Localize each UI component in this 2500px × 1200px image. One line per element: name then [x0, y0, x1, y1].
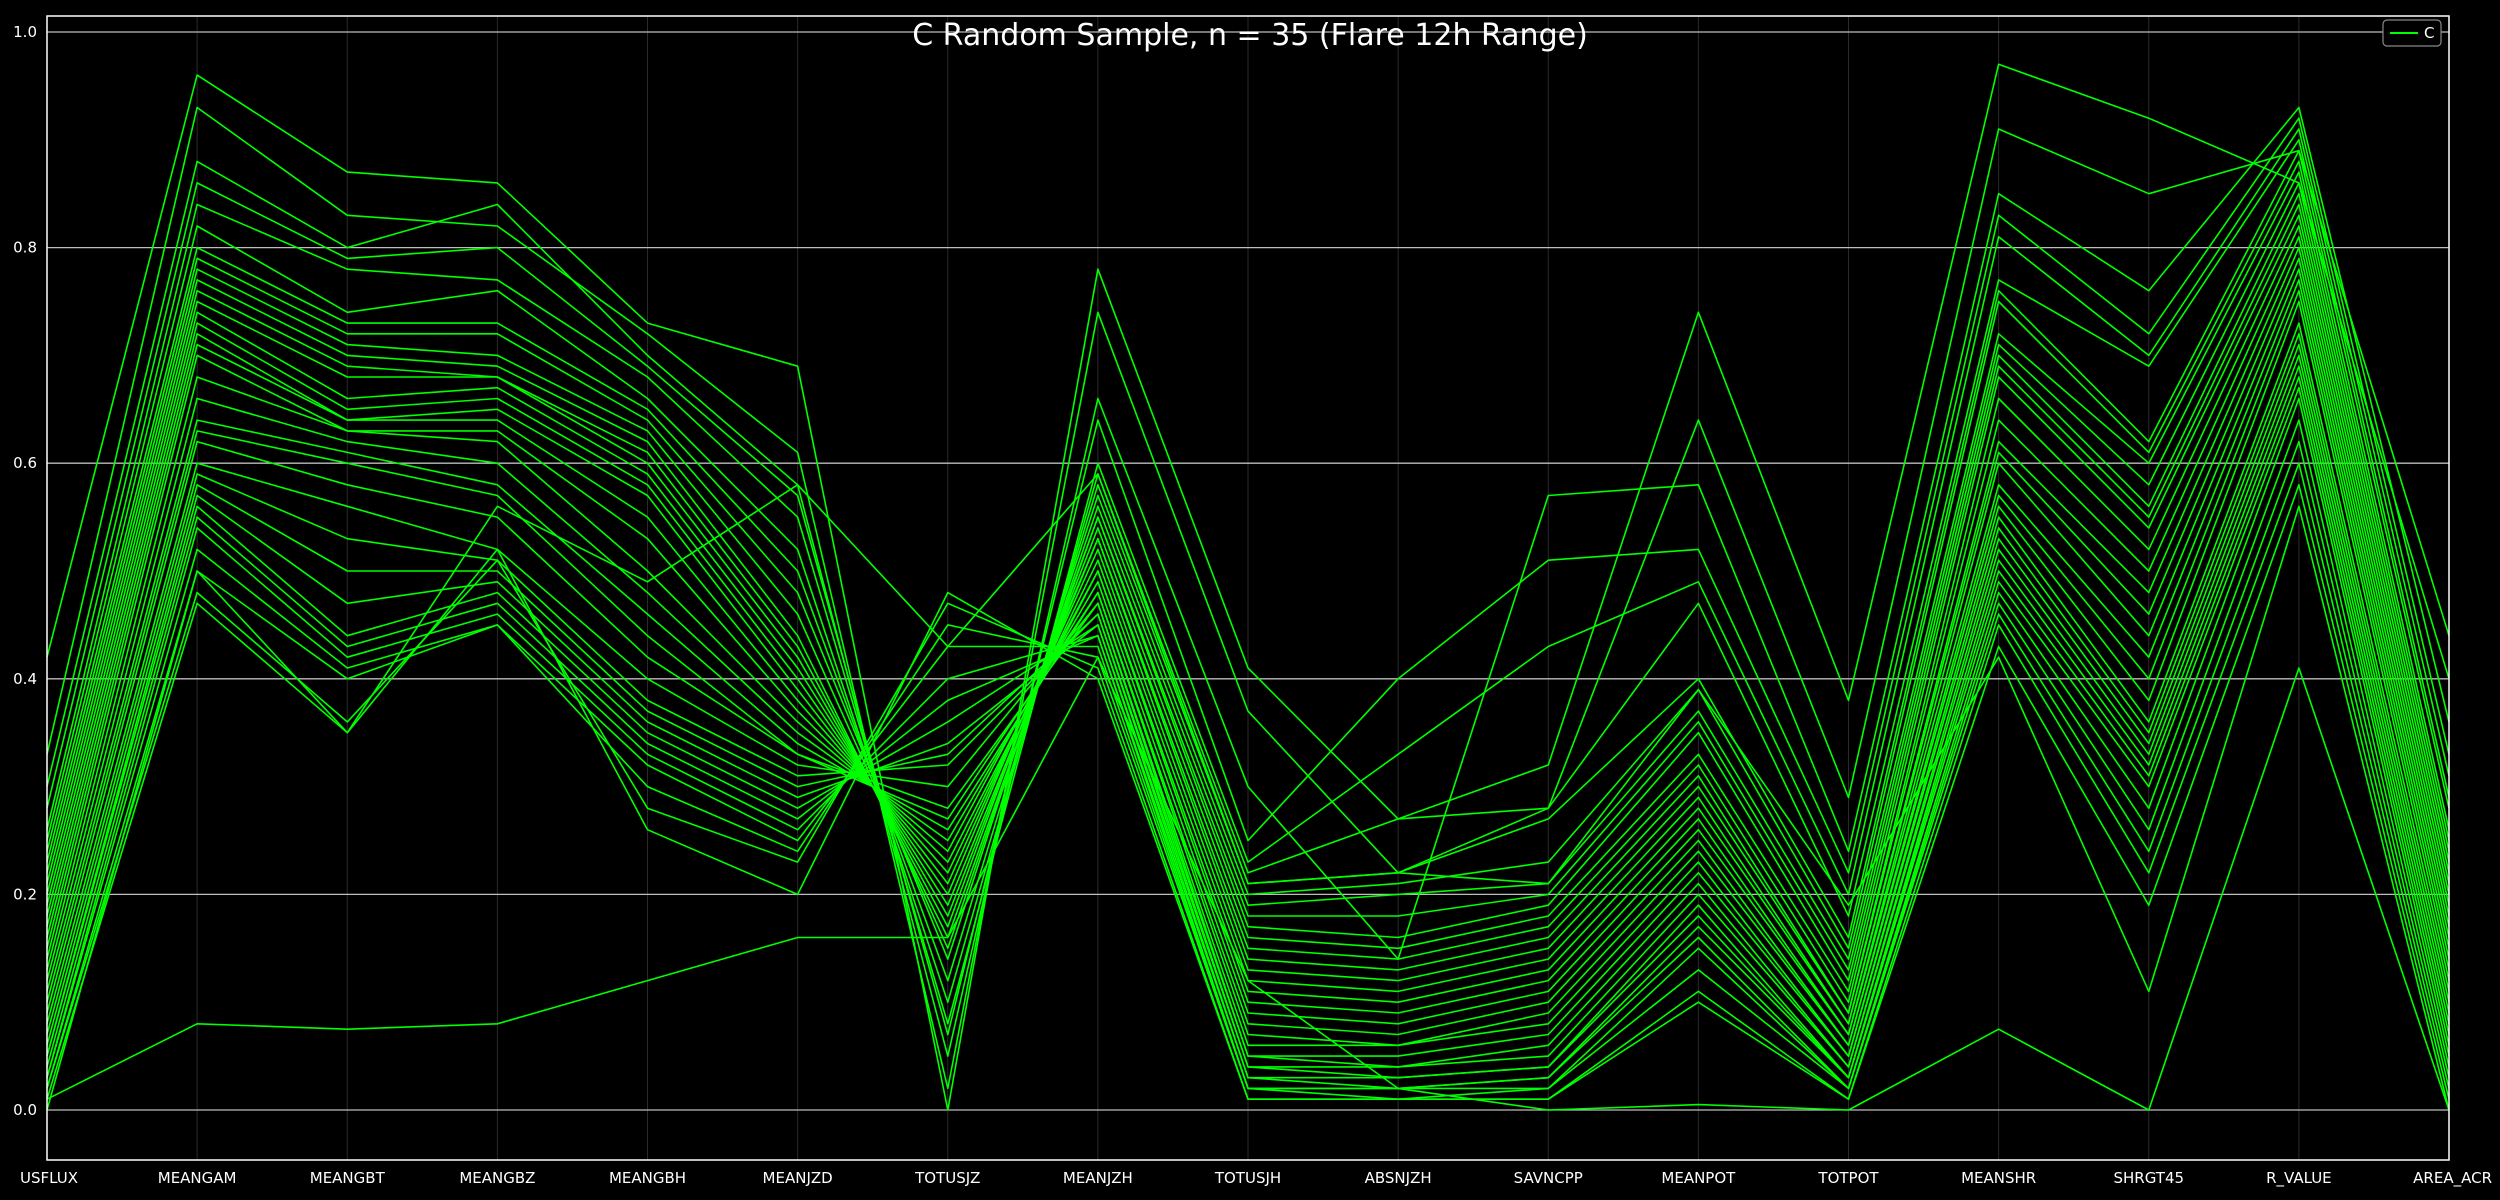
- series-line: [46, 473, 2450, 1111]
- series-line: [46, 117, 2450, 1036]
- series-line: [46, 171, 2450, 960]
- legend-label: C: [2424, 24, 2434, 42]
- series-line: [46, 214, 2450, 1004]
- series-line: [46, 483, 2450, 1100]
- series-line: [46, 106, 2450, 1057]
- series-line: [46, 182, 2450, 971]
- legend: C: [2382, 19, 2442, 47]
- y-tick-label: 0.2: [13, 885, 37, 903]
- series-line: [46, 386, 2450, 1090]
- x-tick-labels: USFLUX MEANGAM MEANGBT MEANGBZ MEANGBH MEANJZ…: [20, 1169, 2492, 1188]
- y-tick-label: 0.4: [13, 670, 37, 688]
- series-line: [46, 63, 2450, 1111]
- x-tick-label: TOTUSJH: [1214, 1169, 1281, 1187]
- series-line: [46, 236, 2450, 1014]
- series-line: [46, 343, 2450, 1068]
- series-line: [46, 128, 2450, 1025]
- x-tick-label: MEANGBZ: [459, 1169, 535, 1187]
- x-tick-label: TOTPOT: [1817, 1169, 1879, 1187]
- x-tick-label: SAVNCPP: [1514, 1169, 1583, 1187]
- series-line: [46, 300, 2450, 1047]
- series-line: [46, 246, 2450, 1025]
- x-tick-label: TOTUSJZ: [914, 1169, 980, 1187]
- x-tick-label: MEANGBH: [609, 1169, 686, 1187]
- x-tick-label: R_VALUE: [2266, 1169, 2332, 1188]
- x-tick-label: AREA_ACR: [2413, 1169, 2492, 1188]
- x-tick-label: ABSNJZH: [1365, 1169, 1432, 1187]
- x-tick-label: MEANGBT: [310, 1169, 386, 1187]
- x-tick-label: MEANGAM: [158, 1169, 237, 1187]
- series-line: [46, 225, 2450, 1014]
- series-layer: [46, 63, 2450, 1111]
- series-line: [46, 106, 2450, 1090]
- series-line: [46, 203, 2450, 993]
- series-line: [46, 139, 2450, 1004]
- x-tick-label: SHRGT45: [2113, 1169, 2184, 1187]
- series-line: [46, 440, 2450, 1100]
- y-tick-labels: 0.0 0.2 0.4 0.6 0.8 1.0: [13, 23, 37, 1119]
- chart-title: C Random Sample, n = 35 (Flare 12h Range…: [912, 18, 1588, 53]
- y-tick-label: 1.0: [13, 23, 37, 41]
- y-tick-label: 0.6: [13, 454, 37, 472]
- y-tick-label: 0.0: [13, 1101, 37, 1119]
- series-line: [46, 192, 2450, 982]
- series-line: [46, 160, 2450, 960]
- x-tick-label: MEANSHR: [1961, 1169, 2036, 1187]
- series-line: [46, 268, 2450, 1036]
- series-line: [46, 289, 2450, 1047]
- y-tick-label: 0.8: [13, 239, 37, 257]
- x-tick-label: MEANJZH: [1063, 1169, 1133, 1187]
- plot-frame: [46, 15, 2450, 1161]
- x-tick-label: MEANPOT: [1661, 1169, 1736, 1187]
- x-tick-label: MEANJZD: [763, 1169, 833, 1187]
- series-line: [46, 322, 2450, 1057]
- series-line: [46, 257, 2450, 1025]
- x-tick-label: USFLUX: [20, 1169, 78, 1187]
- series-line: [46, 279, 2450, 1036]
- series-line: [46, 365, 2450, 1079]
